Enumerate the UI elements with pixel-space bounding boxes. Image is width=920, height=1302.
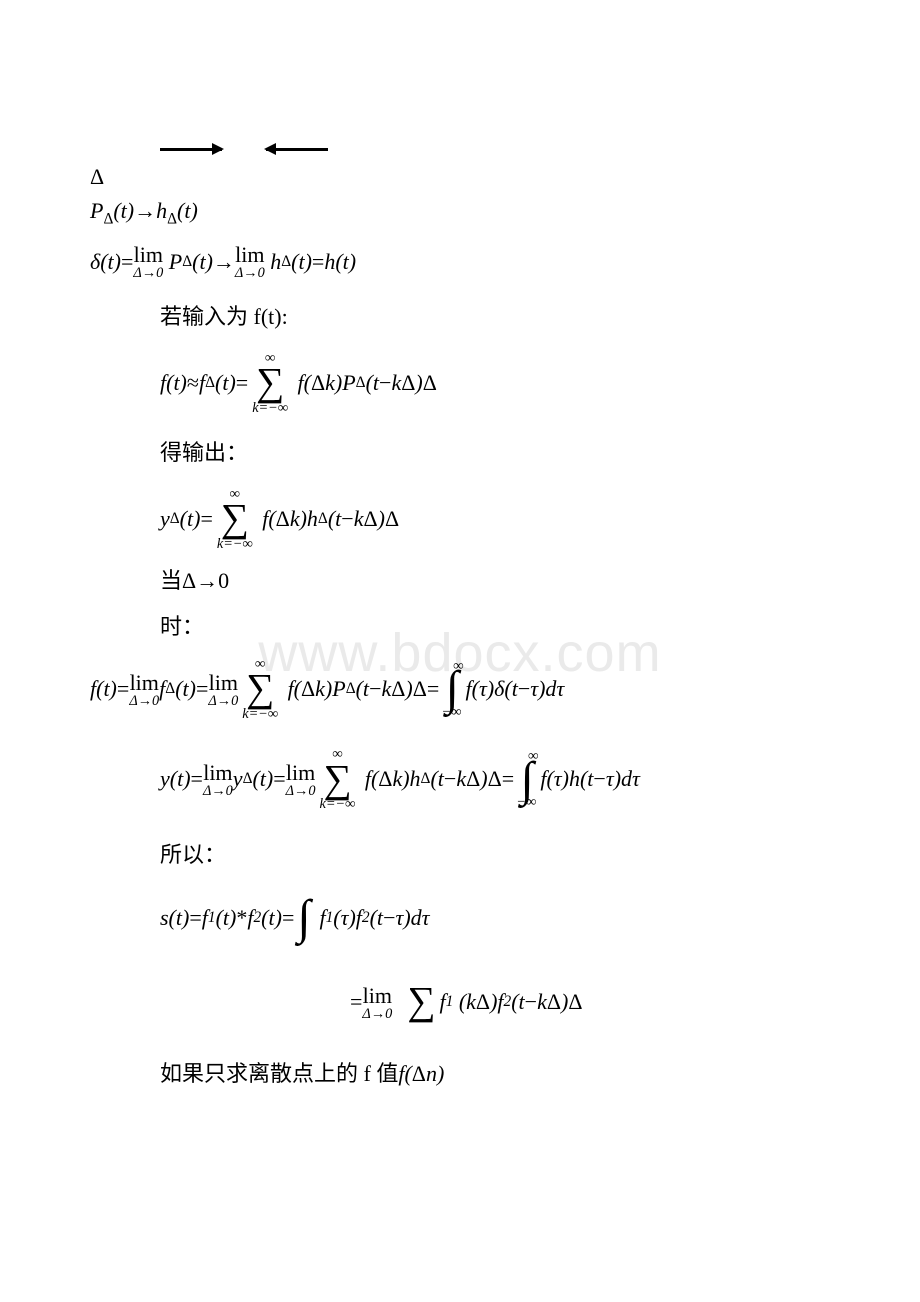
y-limit: y(t)= limΔ→0 yΔ(t)= limΔ→0 ∞ ∑ k=−∞ f(Δk… xyxy=(160,747,840,811)
arrow-left-icon xyxy=(266,148,328,151)
last-line: 如果只求离散点上的 f 值f(Δn) xyxy=(160,1056,840,1088)
p-to-h: PΔ(t)→hΔ(t) xyxy=(90,198,840,228)
delta-def: δ(t)= limΔ→0 PΔ(t)→ limΔ→0 hΔ(t)=h(t) xyxy=(90,242,840,280)
get-output-label: 得输出： xyxy=(160,435,840,467)
shi-label: 时： xyxy=(160,609,840,641)
arrow-row xyxy=(160,140,840,158)
s-lim: = limΔ→0 ∑ f1 (kΔ)f2(t−kΔ)Δ xyxy=(350,970,840,1034)
so-label: 所以： xyxy=(160,837,840,869)
f-approx: f(t)≈fΔ(t)= ∞ ∑ k=−∞ f(Δk)PΔ(t−kΔ)Δ xyxy=(160,351,840,415)
arrow-right-icon xyxy=(160,148,222,151)
if-input-label: 若输入为 f(t): xyxy=(160,299,840,331)
when-delta-0: 当Δ→0 xyxy=(160,563,840,595)
s-def: s(t)=f1(t)*f2(t)= ∫ f1(τ)f2(t−τ)dτ xyxy=(160,887,840,947)
y-delta: yΔ(t)= ∞ ∑ k=−∞ f(Δk)hΔ(t−kΔ)Δ xyxy=(160,487,840,551)
delta-line: Δ xyxy=(90,164,840,190)
f-limit: f(t)= limΔ→0 fΔ(t)= limΔ→0 ∞ ∑ k=−∞ f(Δk… xyxy=(90,657,840,721)
